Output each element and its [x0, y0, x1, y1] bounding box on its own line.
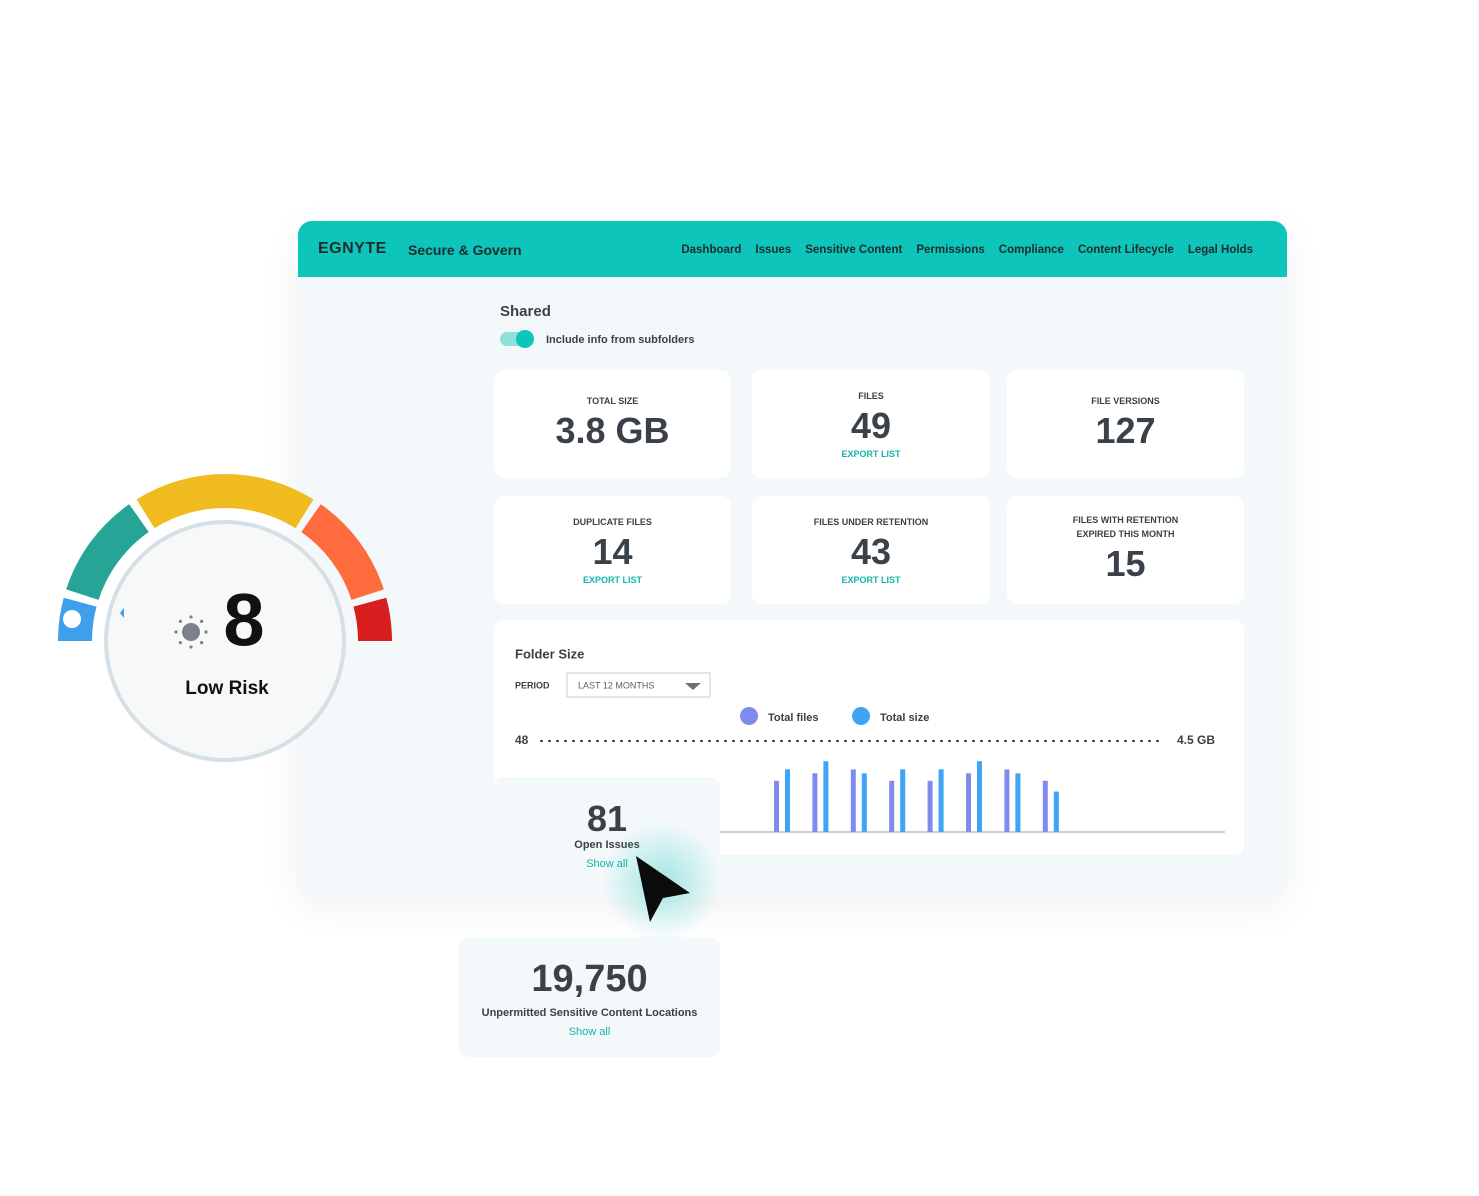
nav-item[interactable]: Content Lifecycle [1077, 244, 1174, 256]
sensitive-card: 19,750 Unpermitted Sensitive Content Loc… [459, 937, 720, 1057]
bar [774, 780, 779, 832]
bar [889, 780, 895, 832]
nav-item[interactable]: Legal Holds [1187, 244, 1253, 256]
toggle-knob [516, 330, 534, 348]
chart-title: Folder Size [515, 646, 584, 661]
toggle-label: Include info from subfolders [546, 334, 695, 346]
stat-value: 3.8 GB [555, 410, 670, 451]
stat-value: 43 [850, 531, 892, 572]
gauge-segment [353, 597, 393, 641]
bar [812, 773, 818, 832]
sensitive-label: Unpermitted Sensitive Content Locations [481, 1007, 698, 1019]
stat-card: TOTAL SIZE 3.8 GB [494, 370, 731, 478]
stat-link[interactable]: EXPORT LIST [582, 575, 642, 585]
stat-card: FILES UNDER RETENTION 43 EXPORT LIST [752, 496, 990, 604]
gauge-pointer [63, 610, 81, 628]
cursor-arrow [636, 856, 690, 922]
nav-item[interactable]: Issues [755, 244, 792, 256]
bar [977, 761, 982, 832]
nav-item[interactable]: Permissions [916, 244, 985, 256]
sensitive-link[interactable]: Show all [568, 1026, 611, 1038]
risk-gauge: 8 Low Risk [58, 474, 393, 762]
dropdown-arrow [685, 683, 701, 690]
stat-card: FILES 49 EXPORT LIST [752, 370, 990, 478]
stat-value: 127 [1095, 410, 1156, 451]
nav: Dashboard Issues Sensitive Content Permissi… [681, 244, 1253, 256]
dropdown-box [566, 672, 711, 698]
bar [938, 769, 944, 832]
sun-icon [174, 615, 208, 649]
bar [823, 761, 829, 832]
legend-label: Total files [768, 712, 819, 724]
section-title: Shared [500, 303, 551, 320]
bar [1042, 780, 1048, 832]
bar [850, 769, 856, 832]
cursor [602, 822, 722, 942]
sun-ray [178, 641, 182, 645]
period-dropdown[interactable]: LAST 12 MONTHS [566, 672, 711, 698]
product-name: Secure & Govern [408, 242, 522, 258]
sun-ray [200, 619, 204, 623]
gauge-segment [136, 474, 314, 529]
stat-label: FILES [858, 391, 884, 401]
nav-item[interactable]: Sensitive Content [805, 244, 903, 256]
stat-card: DUPLICATE FILES 14 EXPORT LIST [494, 496, 731, 604]
stat-link[interactable]: EXPORT LIST [841, 449, 901, 459]
sensitive-value: 19,750 [531, 958, 648, 1000]
sun-ray [204, 630, 208, 634]
nav-item[interactable]: Dashboard [681, 244, 742, 256]
gauge-tick [120, 608, 124, 618]
bar [900, 769, 906, 832]
period-label: PERIOD [515, 680, 550, 690]
issues-value: 81 [586, 798, 628, 839]
stat-value: 14 [592, 531, 633, 572]
gauge-segment [66, 504, 149, 600]
nav-item[interactable]: Compliance [998, 244, 1064, 256]
logo: EGNYTE [318, 240, 387, 257]
sun-ray [200, 641, 204, 645]
risk-label: Low Risk [185, 678, 269, 699]
bar [927, 780, 933, 832]
y-tick-label: 48 [515, 733, 529, 747]
stat-card: FILE VERSIONS 127 [1007, 370, 1244, 478]
legend-swatch [852, 707, 870, 725]
bar [1053, 791, 1059, 832]
stat-card: FILES WITH RETENTION EXPIRED THIS MONTH 1… [1007, 496, 1244, 604]
stat-link[interactable]: EXPORT LIST [841, 575, 901, 585]
legend-label: Total size [880, 712, 929, 724]
stat-value: 49 [850, 405, 892, 446]
gauge-circle [104, 520, 346, 762]
chart: Folder Size PERIOD LAST 12 MONTHS Total … [515, 646, 1225, 833]
sun-ray [174, 630, 178, 634]
legend-swatch [740, 707, 758, 725]
stat-label: FILES WITH RETENTION EXPIRED THIS MONTH [1072, 515, 1179, 539]
y2-tick-label: 4.5 GB [1177, 733, 1215, 747]
stat-label: FILE VERSIONS [1091, 396, 1160, 406]
bar [1015, 773, 1021, 832]
sun-ray [189, 645, 193, 649]
sun-ray [178, 619, 182, 623]
bar [1004, 769, 1010, 832]
bar [861, 773, 867, 832]
stat-label: TOTAL SIZE [586, 396, 639, 406]
stat-value: 15 [1105, 543, 1146, 584]
stat-label: DUPLICATE FILES [573, 517, 652, 527]
sun-ray [189, 615, 193, 619]
header: EGNYTE Secure & Govern Dashboard Issues Se… [298, 221, 1287, 277]
toggle[interactable] [500, 330, 534, 348]
gauge-segment [301, 504, 384, 600]
risk-score: 8 [223, 579, 264, 662]
stat-label: FILES UNDER RETENTION [813, 517, 929, 527]
bar [785, 769, 790, 832]
bar [966, 773, 971, 832]
dropdown-value: LAST 12 MONTHS [578, 680, 654, 690]
